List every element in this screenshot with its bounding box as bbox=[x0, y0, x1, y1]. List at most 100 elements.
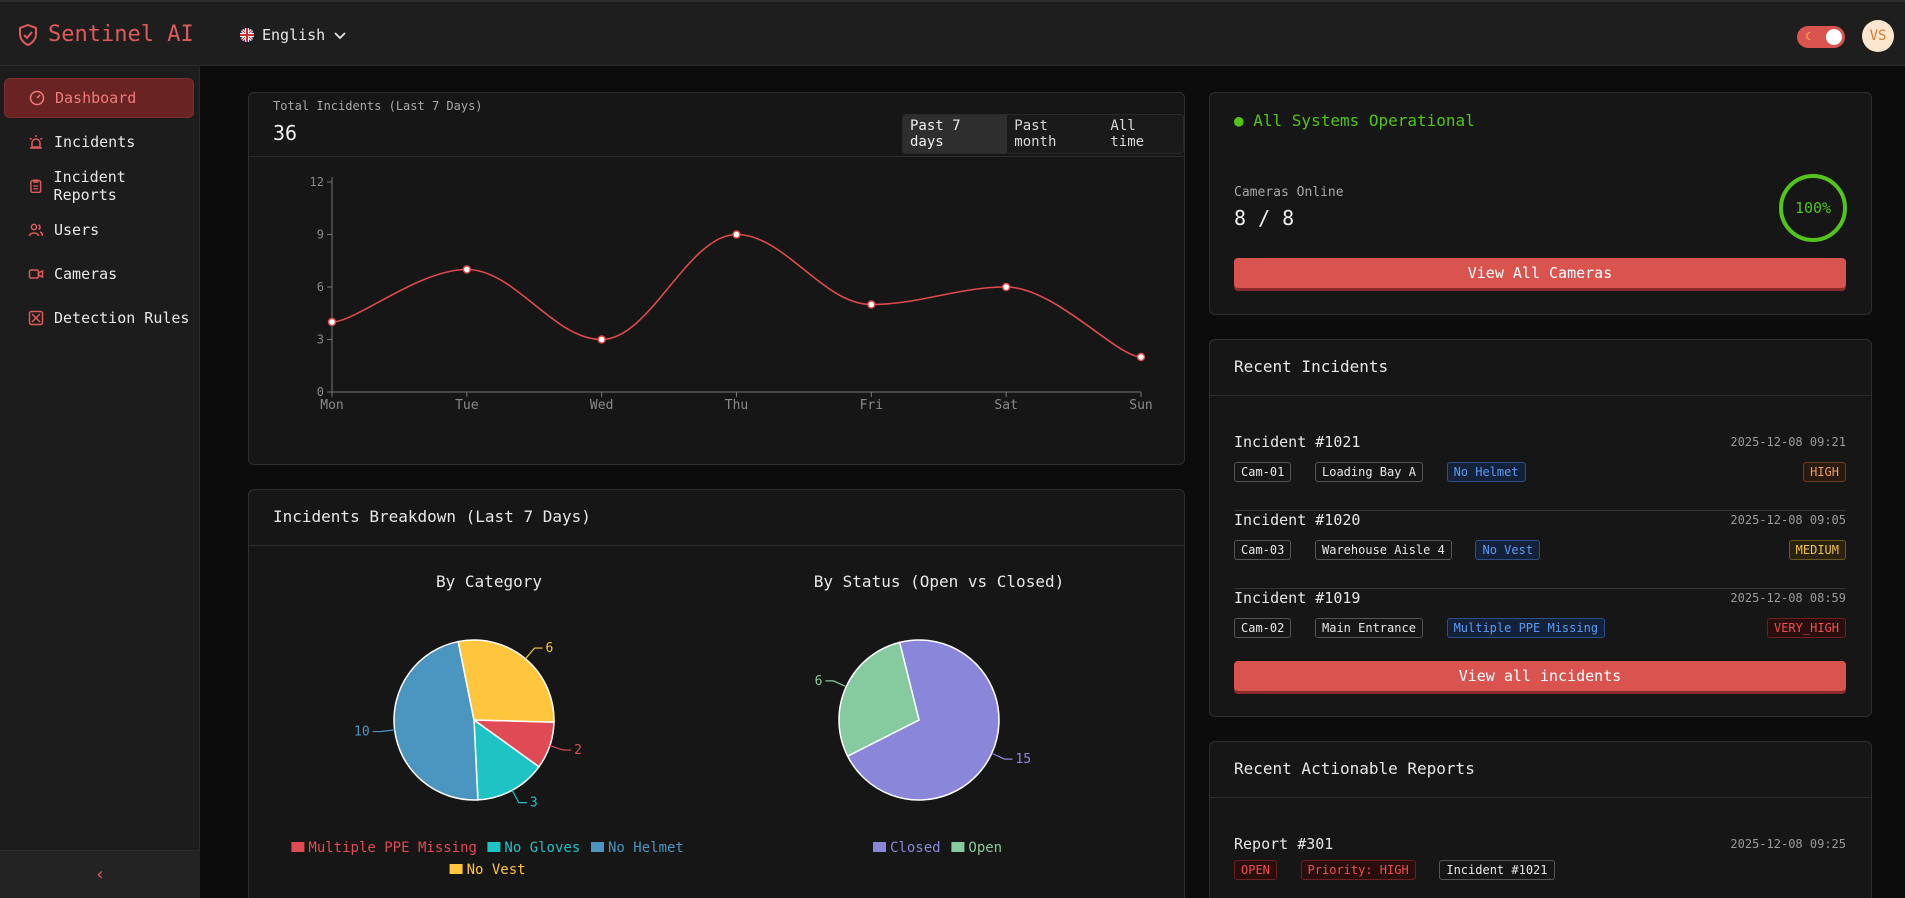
sidebar-collapse-button[interactable]: ‹ bbox=[0, 850, 200, 898]
severity-badge: MEDIUM bbox=[1788, 540, 1846, 560]
app-title: Sentinel AI bbox=[48, 22, 194, 47]
recent-incidents-title: Recent Incidents bbox=[1234, 357, 1389, 376]
clipboard-icon bbox=[30, 179, 42, 194]
series-line bbox=[331, 233, 1142, 358]
breakdown-card: Incidents Breakdown (Last 7 Days) By Cat… bbox=[248, 489, 1185, 898]
pie-slice bbox=[393, 640, 479, 801]
x-tick-label: Mon bbox=[320, 398, 343, 413]
recent-reports-card: Recent Actionable Reports Report #301 20… bbox=[1209, 741, 1872, 898]
users-icon bbox=[28, 223, 44, 237]
camera-tag: Cam-03 bbox=[1234, 540, 1292, 560]
brand[interactable]: Sentinel AI bbox=[18, 22, 194, 47]
sidebar-item-cameras[interactable]: Cameras bbox=[4, 254, 194, 294]
report-status-badge: OPEN bbox=[1234, 860, 1277, 880]
data-point bbox=[597, 335, 606, 344]
legend-swatch bbox=[591, 842, 604, 852]
y-tick-label: 6 bbox=[317, 280, 324, 294]
incident-name[interactable]: Incident #1019 bbox=[1234, 589, 1361, 607]
pie-slice bbox=[473, 718, 540, 801]
gauge-icon bbox=[29, 90, 45, 106]
legend-label: No Gloves bbox=[504, 840, 580, 856]
pie-data-label: 15 bbox=[1015, 752, 1031, 767]
incident-row[interactable]: Incident #1020 2025-12-08 09:05 Cam-03 W… bbox=[1234, 511, 1846, 589]
incident-time: 2025-12-08 08:59 bbox=[1730, 591, 1846, 605]
sidebar-item-incidents[interactable]: Incidents bbox=[4, 122, 194, 162]
pie-leader-line bbox=[549, 745, 572, 751]
incident-row[interactable]: Incident #1019 2025-12-08 08:59 Cam-02 M… bbox=[1234, 589, 1846, 667]
range-all-time[interactable]: All time bbox=[1110, 118, 1145, 150]
report-incident-tag: Incident #1021 bbox=[1439, 860, 1555, 880]
system-status-card: ● All Systems Operational Cameras Online… bbox=[1209, 92, 1872, 315]
incident-name[interactable]: Incident #1020 bbox=[1234, 511, 1361, 529]
theme-toggle[interactable]: ☾ bbox=[1797, 26, 1845, 48]
x-tick-label: Tue bbox=[455, 398, 479, 413]
legend-label: Multiple PPE Missing bbox=[308, 840, 477, 856]
top-bar: Sentinel AI English ☾ VS bbox=[0, 0, 1905, 66]
total-incidents-value: 36 bbox=[273, 121, 298, 145]
legend-swatch bbox=[873, 842, 886, 852]
legend-label: Closed bbox=[890, 840, 941, 856]
legend-swatch bbox=[291, 842, 305, 852]
rules-icon bbox=[28, 310, 44, 326]
camera-tag: Cam-01 bbox=[1234, 462, 1292, 482]
incident-name[interactable]: Incident #1021 bbox=[1234, 433, 1361, 451]
x-tick-label: Fri bbox=[860, 398, 883, 413]
range-selector: Past 7 days Past month All time bbox=[902, 114, 1184, 154]
camera-tag: Cam-02 bbox=[1234, 618, 1292, 638]
range-past-month[interactable]: Past month bbox=[1014, 118, 1057, 150]
range-past-7-days[interactable]: Past 7 days bbox=[903, 115, 1008, 153]
x-tick-label: Wed bbox=[590, 398, 613, 413]
pie-data-label: 10 bbox=[354, 725, 370, 740]
pie-leader-line bbox=[372, 729, 395, 733]
violation-tag: No Helmet bbox=[1446, 462, 1526, 482]
severity-badge: VERY_HIGH bbox=[1766, 618, 1846, 638]
incident-row[interactable]: Incident #1021 2025-12-08 09:21 Cam-01 L… bbox=[1234, 433, 1846, 511]
violation-tag: No Vest bbox=[1475, 540, 1541, 560]
report-row[interactable]: Report #301 2025-12-08 09:25 OPEN Priori… bbox=[1234, 835, 1846, 898]
shield-icon bbox=[19, 23, 37, 46]
uk-flag-icon bbox=[240, 28, 254, 42]
legend-label: No Helmet bbox=[608, 840, 684, 856]
card-divider bbox=[1210, 797, 1871, 798]
sidebar-item-dashboard[interactable]: Dashboard bbox=[4, 78, 194, 118]
moon-icon: ☾ bbox=[1805, 30, 1812, 43]
view-all-incidents-button[interactable]: View all incidents bbox=[1234, 661, 1846, 691]
pie-data-label: 6 bbox=[546, 641, 554, 656]
sidebar-item-label: Users bbox=[54, 221, 100, 239]
uptime-percent: 100% bbox=[1794, 199, 1832, 217]
report-time: 2025-12-08 09:25 bbox=[1730, 837, 1846, 851]
sidebar-item-incident-reports[interactable]: Incident Reports bbox=[4, 166, 194, 206]
pie-slice bbox=[846, 639, 1000, 801]
language-selector[interactable]: English bbox=[240, 26, 347, 44]
siren-icon bbox=[29, 135, 43, 149]
legend-swatch bbox=[951, 842, 965, 852]
incidents-line-chart: 0 3 6 9 12 Mon Tue Wed Thu Fri Sat Sun bbox=[310, 175, 1153, 413]
sidebar-item-label: Detection Rules bbox=[54, 309, 190, 327]
pie-slice bbox=[457, 639, 555, 723]
total-incidents-label: Total Incidents (Last 7 Days) bbox=[273, 99, 483, 113]
sidebar-item-users[interactable]: Users bbox=[4, 210, 194, 250]
sidebar-item-label: Incident Reports bbox=[53, 168, 126, 204]
sidebar-item-label: Incidents bbox=[54, 133, 136, 151]
video-icon bbox=[28, 269, 44, 279]
location-tag: Loading Bay A bbox=[1315, 462, 1423, 482]
view-all-cameras-button[interactable]: View All Cameras bbox=[1234, 258, 1846, 288]
language-label: English bbox=[262, 26, 326, 44]
report-name[interactable]: Report #301 bbox=[1234, 835, 1334, 853]
incident-time: 2025-12-08 09:05 bbox=[1730, 513, 1846, 527]
breakdown-title: Incidents Breakdown (Last 7 Days) bbox=[273, 507, 591, 526]
avatar[interactable]: VS bbox=[1862, 20, 1894, 52]
data-point bbox=[327, 317, 337, 327]
x-tick-label: Thu bbox=[725, 398, 748, 413]
total-incidents-card: Total Incidents (Last 7 Days) 36 Past 7 … bbox=[248, 92, 1185, 465]
x-tick-label: Sat bbox=[994, 398, 1017, 413]
pie-title: By Status (Open vs Closed) bbox=[814, 572, 1064, 591]
sidebar: Dashboard Incidents Incident Reports Use… bbox=[0, 66, 200, 898]
pie-data-label: 2 bbox=[574, 743, 582, 758]
category-pie-chart: By Category 2 3 10 6 Multiple PPE Missing No G… bbox=[291, 572, 684, 878]
pie-leader-line bbox=[825, 680, 847, 688]
legend-label: No Vest bbox=[467, 862, 526, 878]
card-divider bbox=[1210, 395, 1871, 396]
sidebar-item-detection-rules[interactable]: Detection Rules bbox=[4, 298, 194, 338]
pie-data-label: 3 bbox=[530, 796, 538, 811]
